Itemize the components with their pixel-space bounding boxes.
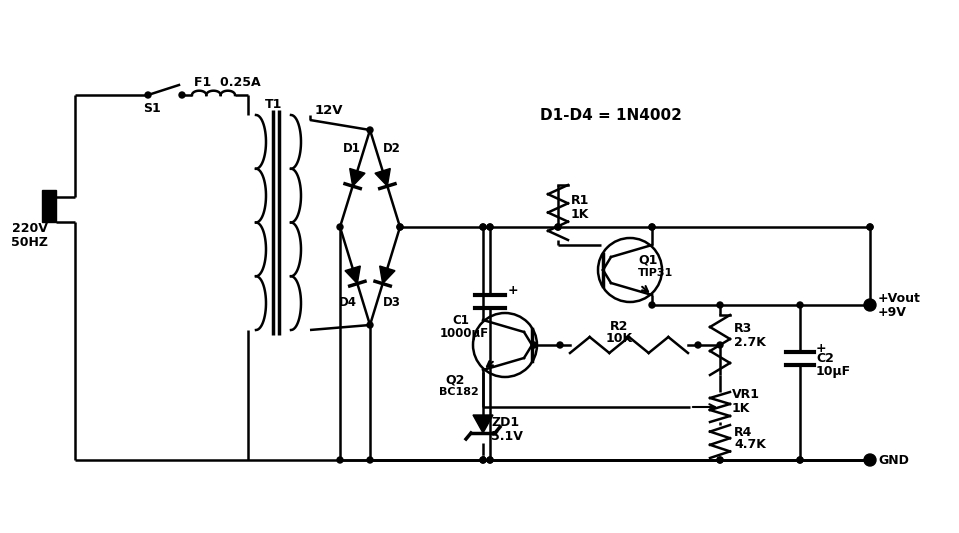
Circle shape: [717, 457, 723, 463]
Circle shape: [337, 224, 343, 230]
Text: 1K: 1K: [732, 401, 750, 415]
Circle shape: [695, 342, 701, 348]
Text: D1-D4 = 1N4002: D1-D4 = 1N4002: [540, 108, 682, 123]
Circle shape: [717, 302, 723, 308]
Circle shape: [367, 127, 373, 133]
Text: +: +: [508, 285, 519, 297]
Circle shape: [797, 457, 803, 463]
Circle shape: [487, 457, 493, 463]
Text: D3: D3: [383, 296, 401, 310]
Circle shape: [397, 224, 403, 230]
Circle shape: [797, 302, 803, 308]
Circle shape: [487, 224, 493, 230]
Circle shape: [867, 224, 873, 230]
Text: VR1: VR1: [732, 389, 760, 401]
Text: C2: C2: [816, 351, 834, 365]
Circle shape: [367, 322, 373, 328]
Text: R4: R4: [734, 425, 753, 439]
Circle shape: [557, 342, 563, 348]
Circle shape: [649, 224, 655, 230]
Circle shape: [649, 302, 655, 308]
Circle shape: [337, 457, 343, 463]
Text: R3: R3: [734, 321, 752, 335]
Circle shape: [555, 224, 561, 230]
Circle shape: [145, 92, 151, 98]
Text: D1: D1: [343, 141, 361, 155]
Text: 220V: 220V: [12, 222, 48, 235]
Circle shape: [531, 342, 537, 348]
Circle shape: [480, 224, 486, 230]
Circle shape: [555, 224, 561, 230]
Circle shape: [480, 457, 486, 463]
Text: +: +: [816, 342, 827, 354]
Circle shape: [649, 224, 655, 230]
Text: 2.7K: 2.7K: [734, 335, 766, 349]
Text: 10μF: 10μF: [816, 365, 852, 377]
Text: BC182: BC182: [439, 387, 479, 397]
Text: 1K: 1K: [571, 207, 590, 221]
Text: Q2: Q2: [445, 374, 464, 386]
Polygon shape: [345, 266, 361, 284]
Text: Q1: Q1: [638, 254, 657, 266]
Text: GND: GND: [878, 454, 909, 466]
Circle shape: [867, 224, 873, 230]
Circle shape: [480, 224, 486, 230]
Text: +Vout: +Vout: [878, 293, 921, 305]
Circle shape: [717, 342, 723, 348]
Polygon shape: [350, 168, 365, 186]
Text: 4.7K: 4.7K: [734, 439, 766, 451]
Text: R2: R2: [610, 320, 628, 334]
Polygon shape: [473, 415, 493, 433]
Circle shape: [397, 224, 403, 230]
Text: F1  0.25A: F1 0.25A: [194, 77, 261, 90]
Text: ZD1: ZD1: [491, 416, 519, 429]
Circle shape: [487, 224, 493, 230]
Text: S1: S1: [143, 101, 161, 115]
Text: 1000μF: 1000μF: [440, 327, 489, 340]
Text: D2: D2: [383, 141, 401, 155]
Text: 12V: 12V: [315, 103, 343, 117]
Circle shape: [367, 457, 373, 463]
Circle shape: [179, 92, 185, 98]
Text: 5.1V: 5.1V: [491, 430, 523, 442]
Text: TIP31: TIP31: [638, 268, 673, 278]
Circle shape: [487, 457, 493, 463]
Circle shape: [864, 299, 876, 311]
Text: C1: C1: [452, 313, 469, 327]
Circle shape: [480, 457, 486, 463]
Polygon shape: [380, 266, 395, 284]
Circle shape: [717, 457, 723, 463]
Circle shape: [797, 457, 803, 463]
Polygon shape: [375, 168, 390, 186]
Text: R1: R1: [571, 193, 590, 206]
Text: 10K: 10K: [605, 333, 633, 345]
Text: 50HZ: 50HZ: [12, 236, 49, 248]
Text: D4: D4: [339, 296, 357, 310]
Circle shape: [864, 454, 876, 466]
Text: +9V: +9V: [878, 306, 907, 319]
Bar: [42, 190, 56, 222]
Text: T1: T1: [265, 99, 282, 111]
